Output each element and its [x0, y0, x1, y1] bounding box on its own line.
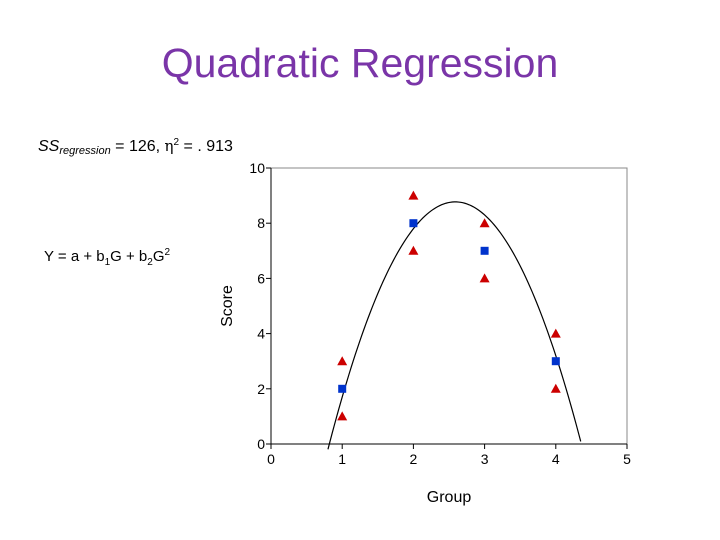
equation-lhs: Y = a + b — [44, 248, 105, 265]
x-tick-label: 4 — [552, 451, 560, 467]
observation-marker — [337, 411, 348, 421]
fitted-quadratic-curve — [327, 201, 582, 450]
observation-marker — [550, 328, 561, 338]
data-markers — [337, 190, 561, 421]
ss-regression-stat: SSregression = 126, η2 = . 913 — [38, 137, 233, 157]
ss-prefix: SS — [38, 138, 60, 155]
ss-value: = 126, — [110, 138, 165, 155]
y-axis-label: Score — [219, 285, 236, 327]
slide-title: Quadratic Regression — [161, 40, 559, 86]
x-axis-label: Group — [427, 489, 472, 506]
x-tick-label: 1 — [338, 451, 346, 467]
y-axis-ticks: 0 2 4 6 8 10 — [249, 160, 271, 452]
eta-value: = . 913 — [179, 138, 233, 155]
equation-b2-sub: 2 — [147, 257, 153, 268]
ss-subscript: regression — [59, 145, 111, 157]
equation-var: G — [152, 248, 165, 265]
y-tick-label: 10 — [249, 160, 265, 176]
x-tick-label: 2 — [410, 451, 418, 467]
observation-marker — [408, 190, 419, 200]
y-tick-label: 6 — [257, 270, 265, 286]
regression-equation: Y = a + b1G + b2G2 — [44, 247, 170, 268]
x-axis-ticks: 0 1 2 3 4 5 — [267, 444, 631, 467]
y-tick-label: 4 — [257, 326, 265, 342]
x-tick-label: 0 — [267, 451, 275, 467]
observation-marker — [337, 356, 348, 366]
eta-power: 2 — [173, 137, 180, 148]
observation-marker — [408, 245, 419, 255]
x-tick-label: 3 — [481, 451, 489, 467]
group-mean-marker — [480, 246, 489, 255]
equation-mid: G + b — [110, 248, 148, 265]
equation-b1-sub: 1 — [104, 257, 111, 268]
eta-symbol: η — [164, 137, 174, 155]
x-tick-label: 5 — [623, 451, 631, 467]
observation-marker — [550, 383, 561, 393]
group-mean-marker — [338, 384, 347, 393]
group-mean-marker — [551, 357, 560, 366]
observation-marker — [479, 273, 490, 283]
group-mean-marker — [409, 219, 418, 228]
y-tick-label: 2 — [257, 381, 265, 397]
observation-marker — [479, 218, 490, 228]
y-tick-label: 0 — [257, 436, 265, 452]
equation-power: 2 — [164, 247, 171, 258]
y-tick-label: 8 — [257, 215, 265, 231]
plot-area-frame — [270, 167, 628, 445]
